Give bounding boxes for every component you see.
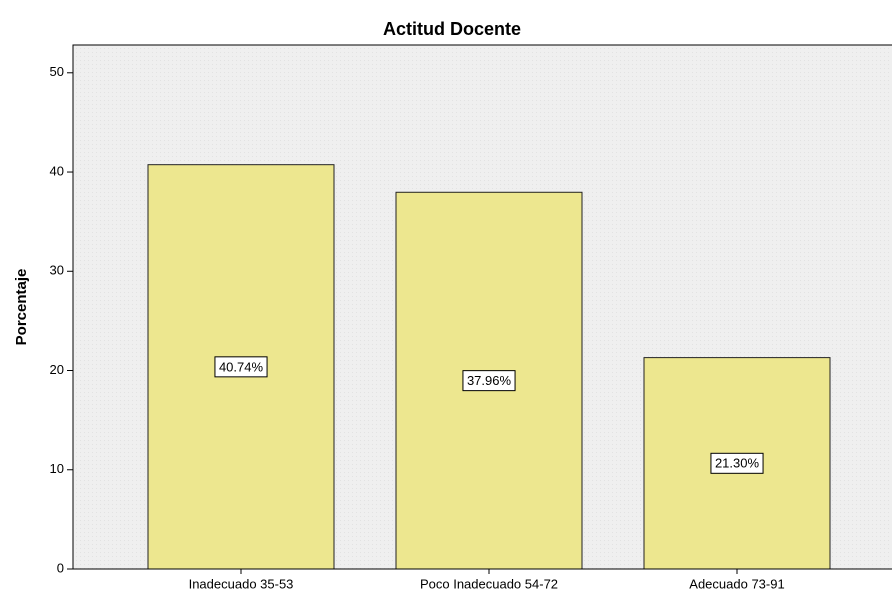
y-tick-label: 40 <box>50 163 64 178</box>
y-tick-label: 20 <box>50 362 64 377</box>
y-axis-label: Porcentaje <box>13 269 30 346</box>
value-label: 40.74% <box>219 359 264 374</box>
value-label-box <box>710 452 764 474</box>
x-tick-label: Inadecuado 35-53 <box>189 576 294 591</box>
y-tick-label: 50 <box>50 64 64 79</box>
y-tick-label: 30 <box>50 263 64 278</box>
value-label: 21.30% <box>715 456 760 471</box>
y-tick-label: 10 <box>50 461 64 476</box>
value-label: 37.96% <box>467 373 512 388</box>
x-tick-label: Poco Inadecuado 54-72 <box>420 576 558 591</box>
value-label-box <box>214 356 268 378</box>
value-label-box <box>462 370 516 392</box>
x-tick-label: Adecuado 73-91 <box>689 576 784 591</box>
y-tick-label: 0 <box>57 560 64 575</box>
chart-title: Actitud Docente <box>383 19 521 39</box>
